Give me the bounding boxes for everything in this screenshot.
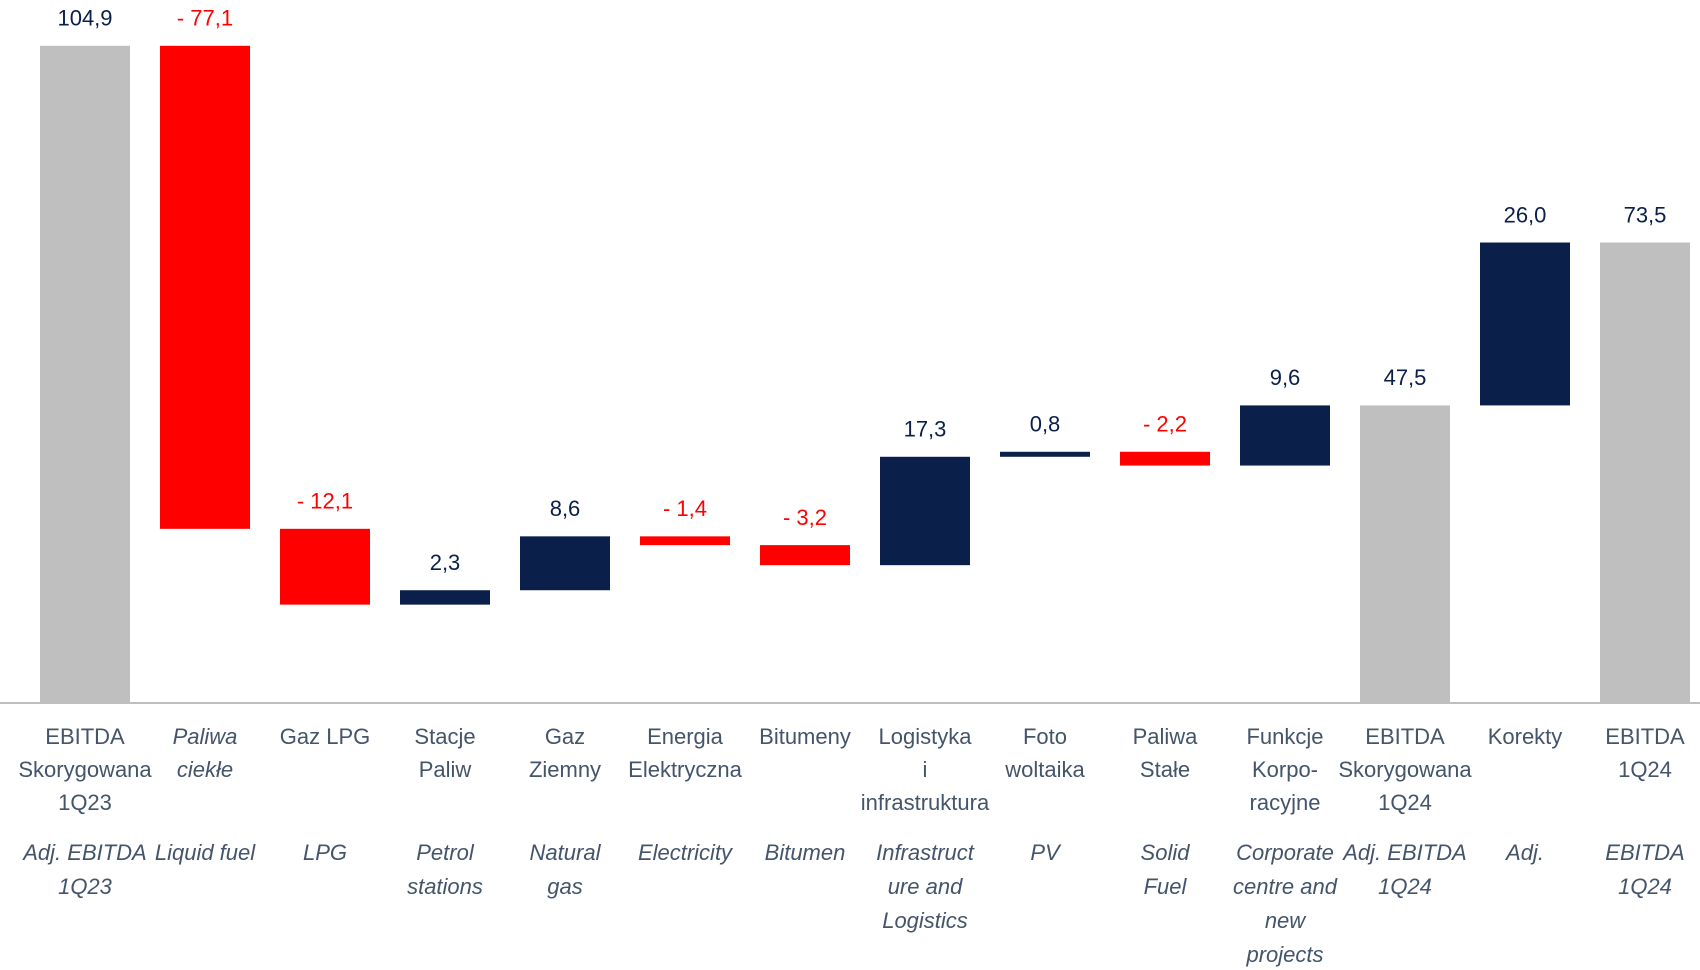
category-label-en: Solid (1141, 840, 1191, 865)
bar (1240, 405, 1330, 466)
category-label: Logistyka (879, 724, 973, 749)
category-label: Foto (1023, 724, 1067, 749)
category-label: EBITDA (45, 724, 125, 749)
category-label-en: Infrastruct (876, 840, 975, 865)
category-label: Skorygowana (1338, 757, 1472, 782)
category-label: Paliw (419, 757, 472, 782)
value-label: - 1,4 (663, 496, 707, 521)
value-label: 26,0 (1504, 202, 1547, 227)
bar (400, 590, 490, 605)
category-label: Gaz LPG (280, 724, 370, 749)
bar (520, 536, 610, 591)
category-label: Korekty (1488, 724, 1563, 749)
category-label: Korpo- (1252, 757, 1318, 782)
category-label: i (923, 757, 928, 782)
category-label: Energia (647, 724, 724, 749)
category-label: woltaika (1004, 757, 1085, 782)
category-label-en: Natural (530, 840, 602, 865)
bar (1360, 405, 1450, 703)
category-label-en: 1Q24 (1618, 874, 1672, 899)
bar (160, 45, 250, 529)
category-label-en: 1Q23 (58, 874, 113, 899)
category-label: Bitumeny (759, 724, 851, 749)
value-label: 9,6 (1270, 365, 1301, 390)
category-label: 1Q24 (1378, 790, 1432, 815)
value-label: 17,3 (904, 417, 947, 442)
category-label-en: stations (407, 874, 483, 899)
category-label: Elektryczna (628, 757, 742, 782)
category-label-en: Fuel (1144, 874, 1188, 899)
category-label-en: PV (1030, 840, 1062, 865)
category-label: Gaz (545, 724, 585, 749)
category-label-en: EBITDA (1605, 840, 1684, 865)
category-label: Skorygowana (18, 757, 152, 782)
bar (880, 456, 970, 566)
value-label: 47,5 (1384, 365, 1427, 390)
bar (1480, 242, 1570, 406)
bar (280, 528, 370, 605)
category-label-en: Adj. EBITDA (1341, 840, 1466, 865)
category-label-en: new (1265, 908, 1307, 933)
value-label: 2,3 (430, 550, 461, 575)
value-label: 73,5 (1624, 202, 1667, 227)
category-label-en: LPG (303, 840, 347, 865)
category-label: infrastruktura (861, 790, 990, 815)
category-label: Stacje (414, 724, 475, 749)
category-label: 1Q24 (1618, 757, 1672, 782)
bar (40, 45, 130, 703)
category-label-en: ure and (888, 874, 963, 899)
category-label: Ziemny (529, 757, 601, 782)
category-label: Paliwa (1133, 724, 1199, 749)
bar (640, 536, 730, 546)
value-label: 104,9 (57, 6, 112, 31)
category-label: EBITDA (1605, 724, 1685, 749)
category-label: EBITDA (1365, 724, 1445, 749)
category-label-en: Liquid fuel (155, 840, 256, 865)
category-label-en: Corporate (1236, 840, 1334, 865)
category-label-en: centre and (1233, 874, 1338, 899)
category-label: ciekłe (177, 757, 233, 782)
value-label: - 3,2 (783, 505, 827, 530)
category-label: Stałe (1140, 757, 1190, 782)
value-label: - 2,2 (1143, 412, 1187, 437)
category-label-en: Bitumen (765, 840, 846, 865)
category-label-en: Petrol (416, 840, 475, 865)
category-label-en: Electricity (638, 840, 734, 865)
bar (1000, 451, 1090, 457)
value-label: - 77,1 (177, 6, 233, 31)
category-label-en: Logistics (882, 908, 968, 933)
category-label: Paliwa (173, 724, 238, 749)
value-label: - 12,1 (297, 489, 353, 514)
value-label: 0,8 (1030, 412, 1061, 437)
bar (760, 545, 850, 566)
category-label-en: projects (1245, 942, 1323, 967)
bar (1120, 451, 1210, 466)
category-label: 1Q23 (58, 790, 112, 815)
value-label: 8,6 (550, 496, 581, 521)
category-label: racyjne (1250, 790, 1321, 815)
category-label: Funkcje (1246, 724, 1323, 749)
category-label-en: Adj. EBITDA (21, 840, 146, 865)
bar (1600, 242, 1690, 703)
category-label-en: Adj. (1504, 840, 1544, 865)
category-label-en: gas (547, 874, 582, 899)
category-label-en: 1Q24 (1378, 874, 1432, 899)
